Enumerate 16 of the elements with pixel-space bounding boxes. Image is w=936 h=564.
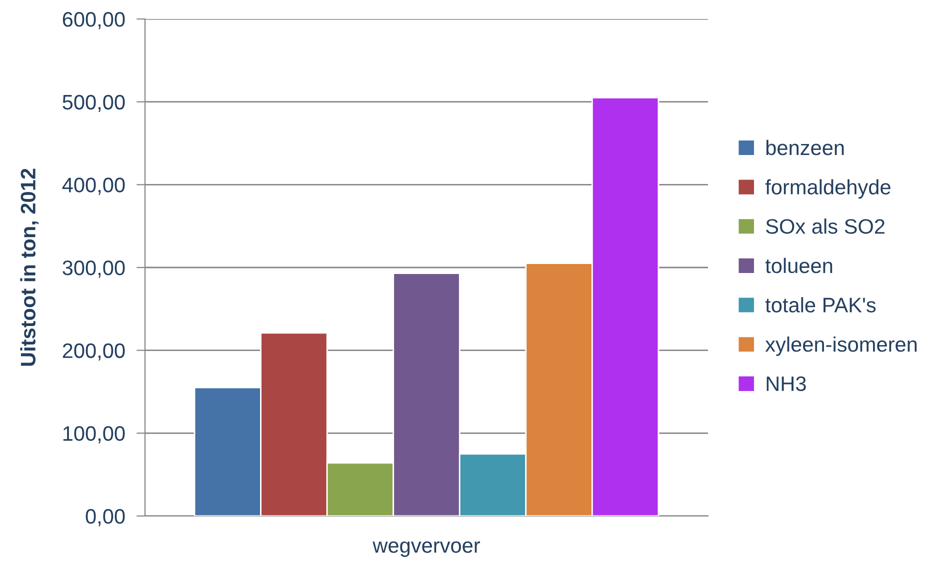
legend-label: xyleen-isomeren: [765, 336, 917, 356]
y-tick-label: 0,00: [86, 509, 125, 526]
legend-label: totale PAK's: [765, 297, 876, 312]
y-tick-label: 600,00: [62, 12, 125, 30]
y-tick-label: 200,00: [62, 343, 125, 361]
legend-label: SOx als SO2: [766, 218, 884, 234]
y-tick-label: 100,00: [63, 426, 125, 444]
x-tick-label: wegvervoer: [372, 541, 480, 557]
y-tick-label: 300,00: [62, 260, 125, 278]
y-tick-label: 500,00: [62, 94, 125, 112]
legend-label: formaldehyde: [765, 179, 890, 199]
y-tick-label: 400,00: [62, 178, 125, 195]
y-axis-title: Uitstoot in ton, 2012: [20, 168, 39, 366]
legend-label: NH3: [766, 376, 806, 392]
legend-label: tolueen: [765, 258, 832, 274]
legend-label: benzeen: [766, 140, 844, 156]
